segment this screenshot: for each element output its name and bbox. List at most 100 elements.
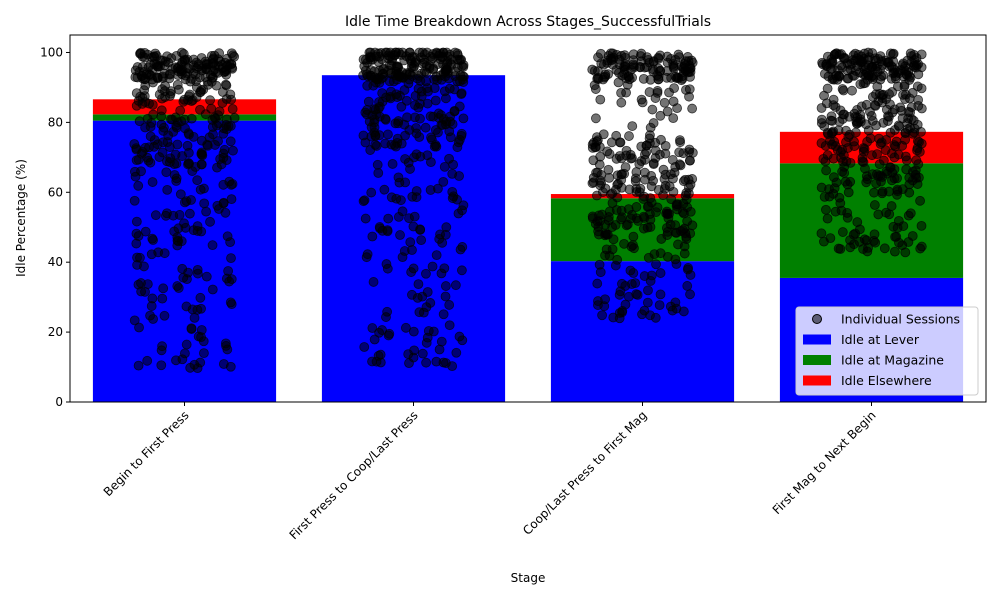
scatter-point xyxy=(840,176,851,187)
scatter-point xyxy=(645,310,655,321)
scatter-point xyxy=(440,291,451,302)
scatter-point xyxy=(135,252,145,263)
scatter-point xyxy=(438,176,449,187)
scatter-point xyxy=(383,65,394,76)
scatter-point xyxy=(656,234,667,244)
scatter-point xyxy=(660,180,671,191)
scatter-point xyxy=(421,302,432,313)
scatter-point xyxy=(383,330,394,341)
scatter-point xyxy=(154,152,165,162)
scatter-point xyxy=(136,278,146,288)
scatter-point xyxy=(595,94,606,105)
scatter-point xyxy=(415,225,426,235)
scatter-point xyxy=(670,254,681,265)
scatter-point xyxy=(226,179,237,190)
scatter-point xyxy=(226,48,237,59)
scatter-point xyxy=(131,144,142,155)
scatter-point xyxy=(213,110,224,121)
scatter-point xyxy=(852,105,862,115)
scatter-point xyxy=(152,139,163,150)
scatter-point xyxy=(225,361,236,372)
scatter-point xyxy=(837,84,848,94)
scatter-point xyxy=(682,216,693,227)
scatter-point xyxy=(662,106,673,117)
scatter-point xyxy=(368,277,379,287)
scatter-point xyxy=(859,144,870,154)
scatter-point xyxy=(830,206,841,217)
scatter-point xyxy=(199,348,209,359)
scatter-point xyxy=(178,96,189,107)
scatter-point xyxy=(675,160,686,171)
scatter-point xyxy=(850,48,861,59)
scatter-point xyxy=(890,246,900,257)
scatter-point xyxy=(832,145,843,155)
scatter-point xyxy=(885,48,896,59)
scatter-point xyxy=(450,280,461,291)
scatter-point xyxy=(637,97,648,108)
x-tick-label: First Mag to Next Begin xyxy=(770,408,879,517)
scatter-point xyxy=(186,323,197,334)
scatter-point xyxy=(616,87,626,98)
scatter-point xyxy=(668,173,678,184)
scatter-point xyxy=(643,252,654,263)
scatter-point xyxy=(167,114,178,125)
scatter-point xyxy=(189,312,200,323)
scatter-point xyxy=(916,49,927,60)
scatter-point xyxy=(611,153,622,164)
scatter-point xyxy=(175,189,186,200)
scatter-point xyxy=(910,169,921,180)
plot-frame xyxy=(69,34,987,403)
scatter-point xyxy=(392,74,402,85)
scatter-point xyxy=(653,74,664,85)
scatter-point xyxy=(440,229,451,240)
scatter-point xyxy=(409,61,420,72)
scatter-point xyxy=(199,198,210,209)
scatter-point xyxy=(821,59,832,70)
scatter-point xyxy=(648,56,659,67)
scatter-point xyxy=(456,128,467,139)
scatter-point xyxy=(630,176,641,187)
scatter-point xyxy=(626,153,636,164)
scatter-point xyxy=(399,246,410,256)
scatter-point xyxy=(655,248,666,259)
scatter-point xyxy=(842,212,853,223)
scatter-point xyxy=(412,73,423,84)
scatter-point xyxy=(685,270,696,280)
scatter-point xyxy=(360,137,371,148)
scatter-point xyxy=(213,204,224,214)
scatter-point xyxy=(129,315,140,326)
scatter-point xyxy=(157,341,167,352)
scatter-point xyxy=(627,72,638,83)
scatter-point xyxy=(671,199,682,210)
scatter-point xyxy=(192,363,203,374)
scatter-point xyxy=(435,70,446,81)
scatter-point xyxy=(363,96,374,107)
scatter-point xyxy=(647,104,658,115)
scatter-point xyxy=(208,129,218,140)
scatter-point xyxy=(131,216,142,227)
scatter-point xyxy=(671,227,682,238)
scatter-point xyxy=(146,118,157,128)
scatter-point xyxy=(855,79,866,90)
scatter-point xyxy=(197,150,208,161)
scatter-point xyxy=(401,322,411,333)
scatter-point xyxy=(449,84,460,95)
scatter-point xyxy=(835,198,846,209)
scatter-point xyxy=(678,62,689,73)
scatter-point xyxy=(874,133,884,144)
scatter-point xyxy=(456,54,467,65)
scatter-point xyxy=(158,125,169,136)
scatter-point xyxy=(395,230,405,240)
scatter-point xyxy=(639,271,650,281)
scatter-point xyxy=(414,47,425,58)
scatter-point xyxy=(438,309,449,320)
legend-label: Idle at Lever xyxy=(841,332,920,347)
scatter-point xyxy=(643,285,653,296)
scatter-point xyxy=(369,122,380,133)
scatter-point xyxy=(226,253,236,264)
scatter-point xyxy=(221,80,232,91)
scatter-point xyxy=(205,95,215,106)
scatter-point xyxy=(181,301,192,312)
scatter-point xyxy=(904,187,915,198)
scatter-point xyxy=(650,93,661,103)
